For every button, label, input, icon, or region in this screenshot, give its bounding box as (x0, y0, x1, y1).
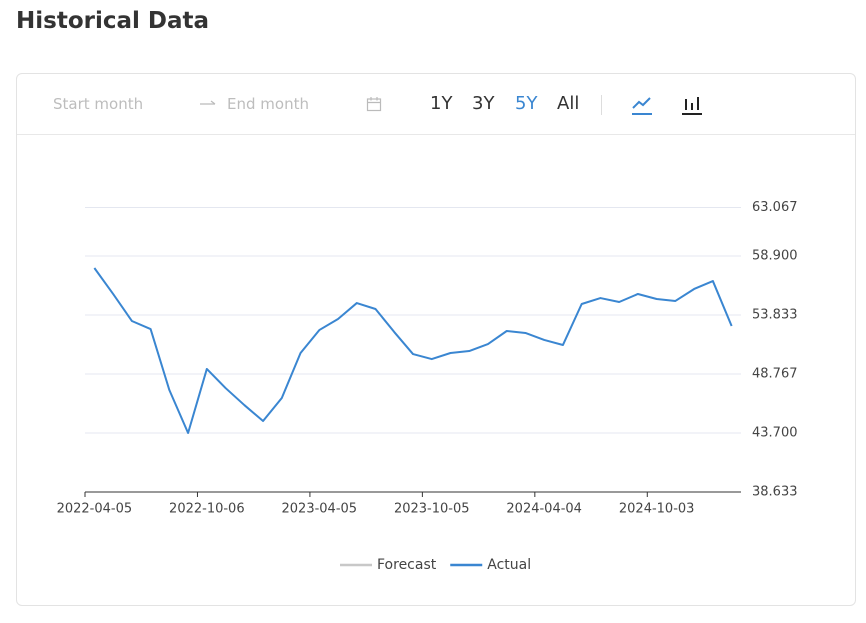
x-tick-label: 2023-10-05 (394, 502, 470, 517)
x-tick-label: 2022-04-05 (57, 502, 133, 517)
range-button[interactable]: All (557, 93, 580, 114)
line-chart-toggle[interactable] (630, 93, 654, 117)
bar-chart-toggle[interactable] (680, 93, 704, 117)
y-tick-label: 58.900 (752, 249, 798, 264)
x-tick-label: 2023-04-05 (282, 502, 358, 517)
arrow-icon (200, 100, 216, 105)
page-title: Historical Data (16, 8, 210, 34)
x-tick-label: 2024-04-04 (506, 502, 582, 517)
end-month-input[interactable]: End month (227, 95, 309, 113)
range-button[interactable]: 3Y (472, 93, 495, 114)
range-button[interactable]: 5Y (515, 93, 538, 114)
y-tick-label: 53.833 (752, 308, 798, 323)
x-tick-label: 2024-10-03 (619, 502, 695, 517)
start-month-input[interactable]: Start month (53, 95, 144, 113)
toolbar: Start month End month 1Y 3Y 5Y All (17, 74, 855, 135)
legend-label[interactable]: Forecast (377, 557, 437, 573)
y-tick-label: 63.067 (752, 200, 798, 215)
legend-label[interactable]: Actual (487, 557, 531, 573)
y-tick-label: 48.767 (752, 367, 798, 382)
calendar-icon[interactable] (366, 96, 382, 112)
chart-card: Start month End month 1Y 3Y 5Y All (16, 73, 856, 606)
x-tick-label: 2022-10-06 (169, 502, 245, 517)
divider (601, 95, 602, 115)
range-button[interactable]: 1Y (430, 93, 453, 114)
y-tick-label: 38.633 (752, 485, 798, 500)
y-tick-label: 43.700 (752, 426, 798, 441)
series-line (93, 267, 733, 435)
